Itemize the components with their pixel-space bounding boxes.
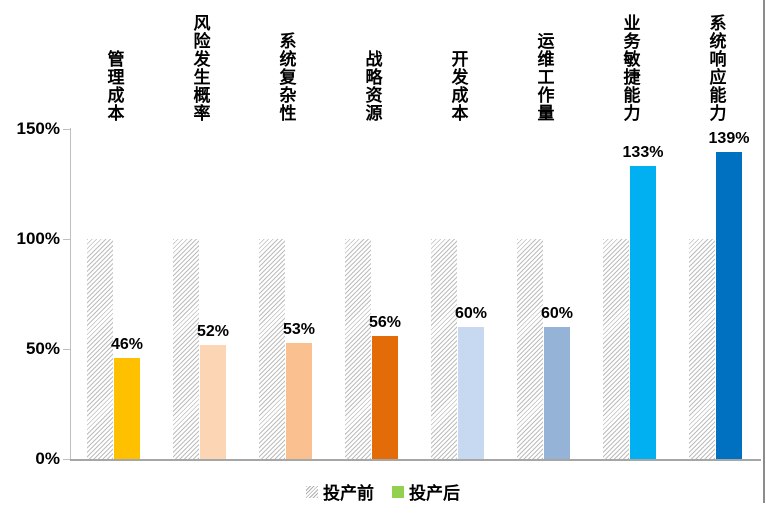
category-label: 运维工作量 (534, 32, 554, 122)
y-tick-label: 150% (16, 119, 60, 138)
category-label: 开发成本 (448, 50, 468, 122)
value-label: 46% (110, 336, 144, 354)
x-axis-line (70, 459, 761, 461)
legend-solid-swatch (392, 485, 404, 498)
plot-right-border (763, 0, 765, 503)
y-tick-label: 100% (16, 229, 60, 248)
y-axis-line (70, 128, 71, 461)
bar-before-production (87, 238, 113, 460)
legend-item-before-production: 投产前 (306, 479, 374, 504)
category-label: 风险发生概率 (190, 14, 210, 122)
bar-after-production (114, 358, 140, 460)
y-axis-tick (63, 349, 71, 350)
bar-before-production (517, 238, 543, 460)
legend-hatched-swatch (306, 485, 318, 498)
bar-after-production (716, 152, 742, 460)
value-label: 60% (540, 305, 574, 323)
legend-label: 投产前 (323, 484, 374, 503)
category-label: 业务敏捷能力 (620, 14, 640, 122)
bar-before-production (431, 238, 457, 460)
bar-after-production (372, 336, 398, 460)
category-label: 系统响应能力 (706, 14, 726, 122)
legend-item-after-production: 投产后 (392, 479, 460, 504)
value-label: 60% (454, 305, 488, 323)
bar-before-production (689, 238, 715, 460)
value-label: 52% (196, 322, 230, 340)
legend-label: 投产后 (409, 484, 460, 503)
category-label: 系统复杂性 (276, 32, 296, 122)
bar-after-production (200, 344, 226, 460)
value-label: 133% (622, 143, 664, 161)
bar-before-production (259, 238, 285, 460)
bar-before-production (345, 238, 371, 460)
bar-before-production (173, 238, 199, 460)
category-label: 战略资源 (362, 50, 382, 122)
y-axis-tick (63, 239, 71, 240)
value-label: 53% (282, 320, 316, 338)
y-tick-label: 0% (35, 449, 60, 468)
bar-after-production (458, 327, 484, 460)
bar-after-production (630, 165, 656, 460)
value-label: 139% (708, 130, 750, 148)
y-axis-tick (63, 459, 71, 460)
bar-after-production (286, 342, 312, 460)
bar-before-production (603, 238, 629, 460)
y-axis-tick (63, 129, 71, 130)
category-label: 管理成本 (104, 50, 124, 122)
bar-after-production (544, 327, 570, 460)
y-tick-label: 50% (25, 339, 60, 358)
value-label: 56% (368, 314, 402, 332)
legend: 投产前 投产后 (0, 479, 766, 504)
